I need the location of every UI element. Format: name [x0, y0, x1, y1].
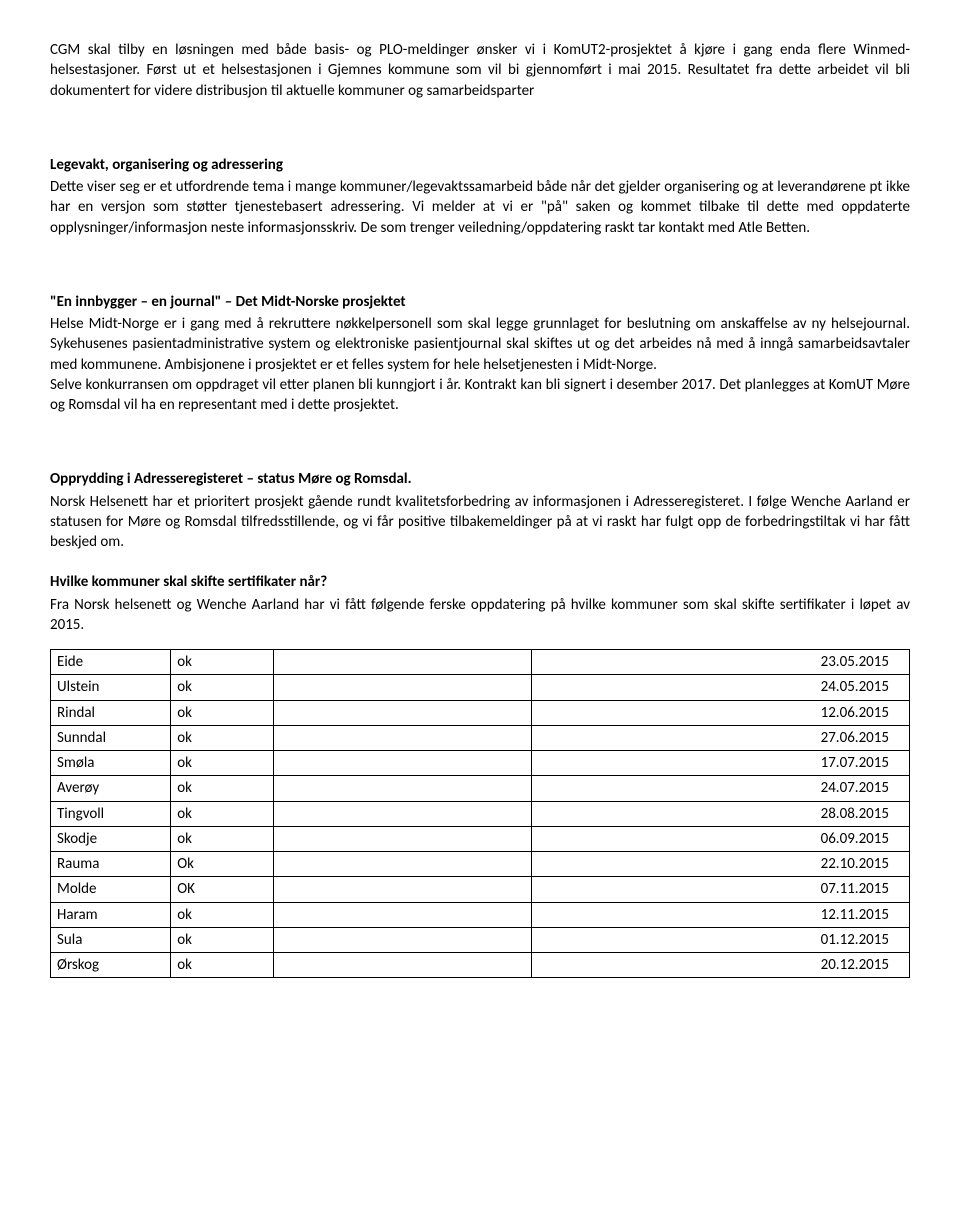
table-row: Sulaok 01.12.2015: [51, 927, 910, 952]
cell-dato: 24.07.2015: [532, 776, 910, 801]
cell-status: ok: [171, 700, 274, 725]
paragraph-sertifikater: Fra Norsk helsenett og Wenche Aarland ha…: [50, 595, 910, 636]
cell-kommune: Rauma: [51, 852, 171, 877]
cell-empty: [274, 801, 532, 826]
cell-kommune: Sunndal: [51, 725, 171, 750]
intro-paragraph: CGM skal tilby en løsningen med både bas…: [50, 40, 910, 101]
cell-dato: 01.12.2015: [532, 927, 910, 952]
cell-status: ok: [171, 927, 274, 952]
table-row: Tingvollok 28.08.2015: [51, 801, 910, 826]
cell-dato: 06.09.2015: [532, 826, 910, 851]
cell-empty: [274, 927, 532, 952]
cell-kommune: Rindal: [51, 700, 171, 725]
cell-dato: 20.12.2015: [532, 953, 910, 978]
cell-dato: 12.11.2015: [532, 902, 910, 927]
cell-kommune: Sula: [51, 927, 171, 952]
cell-dato: 23.05.2015: [532, 650, 910, 675]
paragraph-legevakt: Dette viser seg er et utfordrende tema i…: [50, 177, 910, 238]
cell-kommune: Averøy: [51, 776, 171, 801]
cell-status: ok: [171, 801, 274, 826]
heading-sertifikater: Hvilke kommuner skal skifte sertifikater…: [50, 572, 910, 592]
cell-kommune: Ulstein: [51, 675, 171, 700]
cell-status: Ok: [171, 852, 274, 877]
cell-dato: 28.08.2015: [532, 801, 910, 826]
paragraph-innbygger-1: Helse Midt-Norge er i gang med å rekrutt…: [50, 314, 910, 375]
table-row: Ulsteinok 24.05.2015: [51, 675, 910, 700]
cell-kommune: Tingvoll: [51, 801, 171, 826]
cell-empty: [274, 725, 532, 750]
table-row: Rindalok 12.06.2015: [51, 700, 910, 725]
table-row: MoldeOK 07.11.2015: [51, 877, 910, 902]
heading-opprydding: Opprydding i Adresseregisteret – status …: [50, 469, 910, 489]
table-row: Ørskogok 20.12.2015: [51, 953, 910, 978]
cell-empty: [274, 877, 532, 902]
cell-status: ok: [171, 902, 274, 927]
cell-kommune: Smøla: [51, 751, 171, 776]
sertifikat-table: Eideok23.05.2015Ulsteinok24.05.2015Rinda…: [50, 649, 910, 978]
cell-kommune: Eide: [51, 650, 171, 675]
heading-legevakt: Legevakt, organisering og adressering: [50, 155, 910, 175]
paragraph-innbygger-2: Selve konkurransen om oppdraget vil ette…: [50, 375, 910, 416]
table-row: Eideok 23.05.2015: [51, 650, 910, 675]
table-row: Skodjeok 06.09.2015: [51, 826, 910, 851]
cell-empty: [274, 776, 532, 801]
cell-empty: [274, 953, 532, 978]
heading-innbygger: "En innbygger – en journal" – Det Midt-N…: [50, 292, 910, 312]
cell-empty: [274, 826, 532, 851]
cell-status: ok: [171, 675, 274, 700]
cell-kommune: Ørskog: [51, 953, 171, 978]
cell-status: ok: [171, 650, 274, 675]
cell-empty: [274, 650, 532, 675]
cell-status: ok: [171, 776, 274, 801]
cell-empty: [274, 902, 532, 927]
cell-kommune: Molde: [51, 877, 171, 902]
paragraph-opprydding: Norsk Helsenett har et prioritert prosje…: [50, 492, 910, 553]
cell-dato: 07.11.2015: [532, 877, 910, 902]
table-row: RaumaOk 22.10.2015: [51, 852, 910, 877]
cell-status: OK: [171, 877, 274, 902]
cell-kommune: Skodje: [51, 826, 171, 851]
table-row: Sunndalok 27.06.2015: [51, 725, 910, 750]
cell-status: ok: [171, 826, 274, 851]
cell-empty: [274, 751, 532, 776]
cell-dato: 22.10.2015: [532, 852, 910, 877]
cell-dato: 24.05.2015: [532, 675, 910, 700]
cell-dato: 27.06.2015: [532, 725, 910, 750]
table-row: Haramok 12.11.2015: [51, 902, 910, 927]
cell-empty: [274, 852, 532, 877]
cell-status: ok: [171, 953, 274, 978]
cell-status: ok: [171, 751, 274, 776]
cell-status: ok: [171, 725, 274, 750]
cell-empty: [274, 675, 532, 700]
cell-kommune: Haram: [51, 902, 171, 927]
cell-dato: 12.06.2015: [532, 700, 910, 725]
table-row: Smølaok 17.07.2015: [51, 751, 910, 776]
cell-dato: 17.07.2015: [532, 751, 910, 776]
table-row: Averøyok 24.07.2015: [51, 776, 910, 801]
cell-empty: [274, 700, 532, 725]
